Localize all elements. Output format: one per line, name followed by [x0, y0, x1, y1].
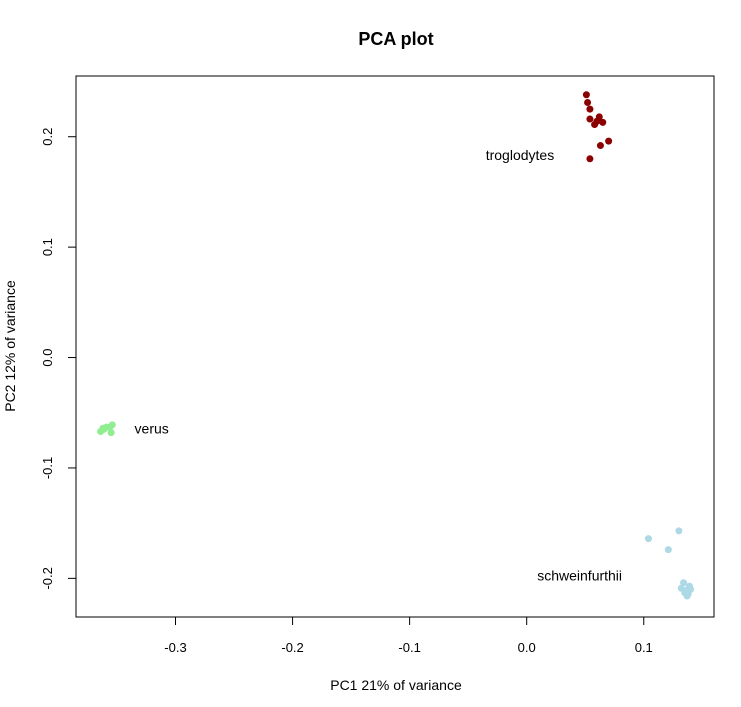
x-tick-label: 0.0	[518, 640, 536, 655]
data-point	[596, 142, 604, 150]
x-tick-label: 0.1	[635, 640, 653, 655]
data-point	[664, 546, 672, 554]
data-point	[684, 590, 692, 598]
y-axis: -0.2 -0.1 0.0 0.1 0.2	[40, 128, 76, 590]
annotation-label: schweinfurthii	[537, 568, 622, 584]
data-point	[605, 137, 613, 145]
chart-title: PCA plot	[358, 29, 433, 49]
data-point	[675, 527, 683, 535]
data-point	[582, 91, 590, 99]
y-tick-label: 0.2	[40, 128, 55, 146]
data-point	[586, 115, 594, 123]
x-tick-label: -0.1	[398, 640, 420, 655]
data-point	[108, 421, 116, 429]
annotation-label: verus	[135, 421, 169, 437]
data-points	[97, 91, 695, 600]
data-point	[107, 429, 115, 437]
data-point	[586, 105, 594, 113]
x-tick-label: -0.2	[281, 640, 303, 655]
x-tick-label: -0.3	[164, 640, 186, 655]
data-point	[644, 535, 652, 543]
data-point	[586, 155, 594, 163]
data-point	[595, 113, 603, 121]
data-point	[599, 118, 607, 126]
data-point	[680, 579, 688, 587]
x-axis: -0.3 -0.2 -0.1 0.0 0.1	[164, 617, 653, 655]
y-tick-label: -0.1	[40, 457, 55, 479]
annotation-label: troglodytes	[486, 147, 554, 163]
y-axis-label: PC2 12% of variance	[2, 280, 18, 412]
data-point	[100, 425, 108, 433]
x-axis-label: PC1 21% of variance	[330, 677, 462, 693]
y-tick-label: 0.0	[40, 349, 55, 367]
plot-frame	[75, 75, 715, 618]
data-point	[584, 98, 592, 106]
point-annotations: troglodytes verus schweinfurthii	[135, 147, 623, 584]
y-tick-label: -0.2	[40, 567, 55, 589]
y-tick-label: 0.1	[40, 238, 55, 256]
